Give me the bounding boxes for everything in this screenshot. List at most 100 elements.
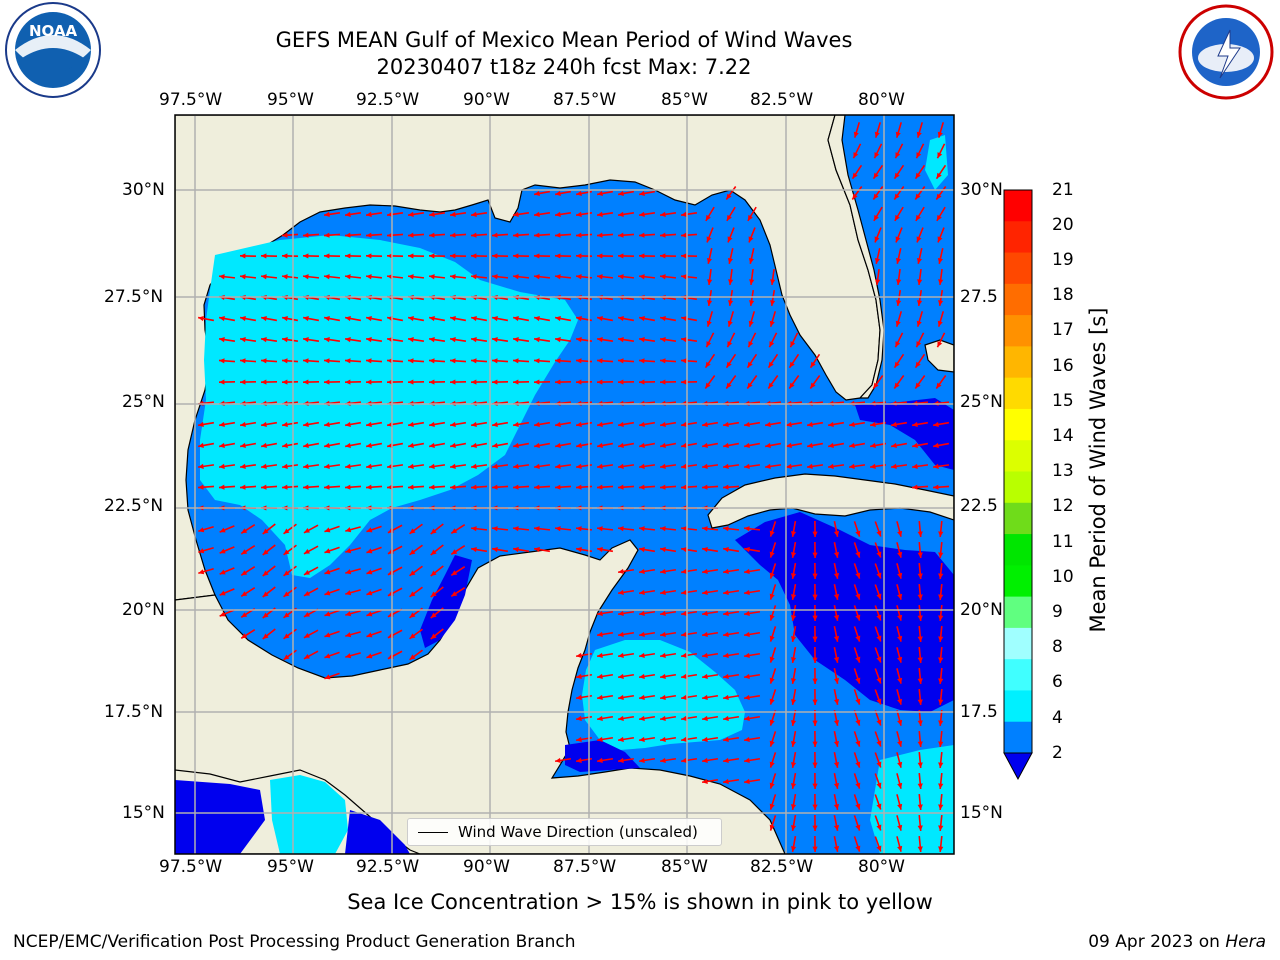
wind-arrow-head bbox=[828, 463, 834, 469]
colorbar-tick-label: 4 bbox=[1052, 708, 1063, 728]
wind-arrow-head bbox=[576, 463, 582, 469]
wind-arrow-head bbox=[219, 315, 225, 322]
colorbar-segment bbox=[1004, 252, 1032, 285]
wind-arrow-head bbox=[555, 358, 561, 364]
wind-arrow-head bbox=[660, 337, 666, 343]
wind-arrow-head bbox=[833, 762, 840, 768]
wind-arrow-head bbox=[938, 804, 944, 810]
wind-arrow-head bbox=[366, 442, 372, 449]
period-4-6-regions bbox=[200, 135, 954, 854]
wind-arrow-head bbox=[513, 526, 519, 532]
wind-arrow-head bbox=[874, 131, 880, 138]
wind-arrow-head bbox=[727, 341, 733, 348]
wind-arrow-head bbox=[219, 484, 225, 490]
wind-arrow-head bbox=[576, 232, 582, 238]
wind-arrow-head bbox=[790, 636, 797, 642]
wind-arrow-head bbox=[597, 379, 603, 385]
wind-arrow-head bbox=[936, 214, 942, 221]
wind-arrow-head bbox=[855, 677, 861, 684]
wind-arrow-head bbox=[938, 762, 944, 768]
wind-arrow-head bbox=[450, 274, 456, 280]
wind-arrow-head bbox=[471, 274, 477, 280]
wind-arrow-head bbox=[706, 236, 712, 243]
wind-arrow-head bbox=[451, 570, 458, 576]
wind-arrow-head bbox=[812, 699, 818, 705]
wind-arrow-head bbox=[912, 463, 918, 469]
wind-arrow-head bbox=[897, 740, 903, 747]
wind-arrow-head bbox=[916, 341, 922, 348]
wind-arrow-head bbox=[917, 594, 923, 600]
wind-arrow-head bbox=[917, 678, 923, 684]
wind-arrow-head bbox=[219, 548, 226, 554]
wind-arrow-head bbox=[728, 300, 734, 306]
wind-arrow-head bbox=[749, 300, 755, 306]
wind-arrow-head bbox=[450, 379, 456, 385]
wind-arrow-head bbox=[241, 633, 248, 639]
wind-arrow-head bbox=[639, 673, 645, 679]
lat-label-right: 22.5 bbox=[960, 496, 998, 516]
wind-arrow-head bbox=[639, 736, 645, 742]
wind-arrow-head bbox=[833, 636, 840, 642]
wind-arrow-head bbox=[408, 421, 414, 428]
wind-arrow-head bbox=[660, 715, 666, 721]
wind-arrow-head bbox=[618, 232, 624, 238]
wind-arrow-head bbox=[324, 611, 331, 617]
wind-arrow-head bbox=[853, 152, 859, 159]
wind-arrow-head bbox=[812, 615, 818, 621]
wind-arrow-head bbox=[917, 825, 923, 831]
wind-arrow-head bbox=[723, 736, 729, 742]
wind-arrow-head bbox=[471, 546, 477, 553]
wind-arrow-head bbox=[870, 421, 876, 428]
colorbar-tick-label: 21 bbox=[1052, 180, 1074, 200]
wind-arrow-head bbox=[513, 484, 519, 490]
wind-arrow-head bbox=[198, 527, 205, 533]
wind-arrow-head bbox=[744, 442, 750, 449]
wind-arrow-head bbox=[262, 549, 269, 555]
wind-arrow-head bbox=[534, 274, 540, 280]
wind-arrow-head bbox=[471, 526, 477, 532]
wind-arrow-head bbox=[324, 674, 331, 680]
wind-arrow-head bbox=[702, 421, 708, 428]
wind-arrow-head bbox=[833, 657, 840, 663]
wind-arrow-head bbox=[876, 635, 882, 642]
wind-arrow-head bbox=[938, 531, 944, 537]
wind-arrow-head bbox=[681, 421, 687, 428]
wind-arrow-head bbox=[876, 677, 882, 684]
lon-label-bottom: 92.5°W bbox=[356, 857, 420, 877]
wind-arrow-head bbox=[726, 214, 732, 221]
wind-arrow-head bbox=[261, 421, 267, 428]
wind-arrow-head bbox=[768, 361, 774, 368]
colorbar-tick-label: 15 bbox=[1052, 391, 1074, 411]
wind-arrow-head bbox=[282, 484, 288, 490]
wind-arrow-head bbox=[891, 463, 897, 469]
colorbar bbox=[1003, 189, 1033, 781]
land-cuba bbox=[707, 473, 954, 529]
lat-label-left: 17.5°N bbox=[104, 702, 164, 722]
wind-arrow-head bbox=[660, 315, 666, 322]
wind-arrow-head bbox=[534, 337, 540, 343]
wind-arrow-head bbox=[409, 612, 416, 618]
nws-logo bbox=[1178, 4, 1274, 100]
wind-arrow-head bbox=[429, 315, 435, 322]
wind-arrow-head bbox=[852, 172, 858, 179]
colorbar-segment bbox=[1004, 565, 1032, 598]
wind-arrow-head bbox=[408, 337, 414, 343]
wind-arrow-head bbox=[833, 825, 840, 831]
wind-arrow-head bbox=[894, 214, 900, 221]
wind-arrow-head bbox=[618, 315, 624, 322]
footer-machine: Hera bbox=[1225, 932, 1266, 952]
wind-arrow-head bbox=[917, 846, 923, 852]
wind-arrow-head bbox=[681, 211, 687, 217]
wind-arrow-head bbox=[727, 257, 733, 264]
wind-arrow-head bbox=[937, 320, 943, 327]
wind-arrow-head bbox=[769, 614, 775, 621]
wind-arrow-head bbox=[786, 442, 792, 449]
wind-arrow-head bbox=[937, 152, 943, 159]
wind-arrow-head bbox=[833, 594, 840, 600]
wind-arrow-head bbox=[597, 652, 603, 658]
wind-arrow-head bbox=[513, 211, 519, 217]
wind-arrow-head bbox=[345, 442, 351, 449]
wind-arrow-head bbox=[790, 657, 797, 663]
wind-arrow-head bbox=[471, 421, 477, 428]
wind-arrow-head bbox=[807, 421, 813, 428]
